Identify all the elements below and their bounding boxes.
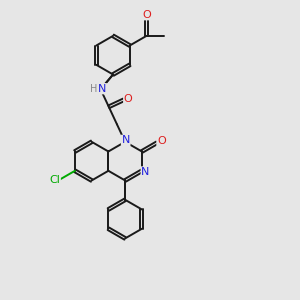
Text: N: N	[122, 135, 130, 145]
Text: Cl: Cl	[49, 175, 60, 185]
Text: N: N	[98, 84, 106, 94]
Text: O: O	[124, 94, 133, 104]
Text: O: O	[142, 10, 151, 20]
Text: O: O	[157, 136, 166, 146]
Text: H: H	[90, 84, 98, 94]
Text: N: N	[141, 167, 150, 177]
